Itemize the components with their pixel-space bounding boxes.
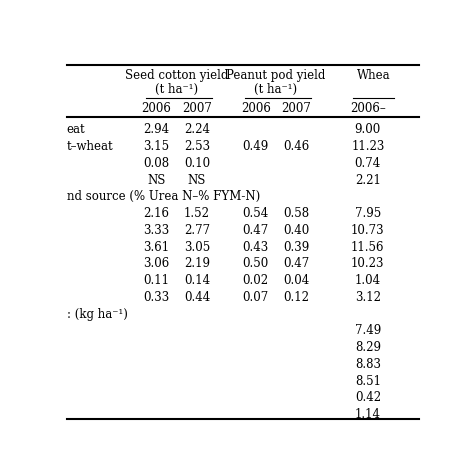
Text: 2007: 2007 xyxy=(182,102,212,115)
Text: 1.52: 1.52 xyxy=(184,207,210,220)
Text: 2.21: 2.21 xyxy=(355,173,381,187)
Text: 2.94: 2.94 xyxy=(144,123,170,137)
Text: eat: eat xyxy=(66,123,85,137)
Text: (t ha⁻¹): (t ha⁻¹) xyxy=(155,82,198,95)
Text: t–wheat: t–wheat xyxy=(66,140,113,153)
Text: 0.49: 0.49 xyxy=(243,140,269,153)
Text: 2.24: 2.24 xyxy=(184,123,210,137)
Text: 8.83: 8.83 xyxy=(355,358,381,371)
Text: 7.95: 7.95 xyxy=(355,207,381,220)
Text: 1.14: 1.14 xyxy=(355,408,381,421)
Text: 8.51: 8.51 xyxy=(355,374,381,388)
Text: 0.46: 0.46 xyxy=(283,140,310,153)
Text: 0.12: 0.12 xyxy=(283,291,309,304)
Text: (t ha⁻¹): (t ha⁻¹) xyxy=(255,82,298,95)
Text: NS: NS xyxy=(188,173,206,187)
Text: 2.16: 2.16 xyxy=(144,207,170,220)
Text: 1.04: 1.04 xyxy=(355,274,381,287)
Text: 3.06: 3.06 xyxy=(144,257,170,270)
Text: 0.54: 0.54 xyxy=(243,207,269,220)
Text: 0.40: 0.40 xyxy=(283,224,310,237)
Text: 0.42: 0.42 xyxy=(355,392,381,404)
Text: 2007: 2007 xyxy=(281,102,311,115)
Text: Seed cotton yield: Seed cotton yield xyxy=(125,69,228,82)
Text: 3.33: 3.33 xyxy=(144,224,170,237)
Text: 3.12: 3.12 xyxy=(355,291,381,304)
Text: 11.56: 11.56 xyxy=(351,241,384,254)
Text: 0.47: 0.47 xyxy=(243,224,269,237)
Text: 3.61: 3.61 xyxy=(144,241,170,254)
Text: 0.11: 0.11 xyxy=(144,274,170,287)
Text: 2006: 2006 xyxy=(241,102,271,115)
Text: 2006: 2006 xyxy=(142,102,172,115)
Text: 3.05: 3.05 xyxy=(184,241,210,254)
Text: : (kg ha⁻¹): : (kg ha⁻¹) xyxy=(66,308,128,320)
Text: 2006–: 2006– xyxy=(350,102,386,115)
Text: 2.53: 2.53 xyxy=(184,140,210,153)
Text: 2.19: 2.19 xyxy=(184,257,210,270)
Text: 0.58: 0.58 xyxy=(283,207,309,220)
Text: 0.04: 0.04 xyxy=(283,274,310,287)
Text: 0.47: 0.47 xyxy=(283,257,310,270)
Text: 7.49: 7.49 xyxy=(355,324,381,337)
Text: NS: NS xyxy=(147,173,166,187)
Text: 9.00: 9.00 xyxy=(355,123,381,137)
Text: 0.74: 0.74 xyxy=(355,157,381,170)
Text: 3.15: 3.15 xyxy=(144,140,170,153)
Text: 10.73: 10.73 xyxy=(351,224,384,237)
Text: 0.33: 0.33 xyxy=(144,291,170,304)
Text: 0.10: 0.10 xyxy=(184,157,210,170)
Text: 11.23: 11.23 xyxy=(351,140,384,153)
Text: 2.77: 2.77 xyxy=(184,224,210,237)
Text: 0.43: 0.43 xyxy=(243,241,269,254)
Text: nd source (% Urea N–% FYM-N): nd source (% Urea N–% FYM-N) xyxy=(66,191,260,203)
Text: 0.50: 0.50 xyxy=(243,257,269,270)
Text: 0.07: 0.07 xyxy=(243,291,269,304)
Text: Whea: Whea xyxy=(356,69,390,82)
Text: 10.23: 10.23 xyxy=(351,257,384,270)
Text: 0.02: 0.02 xyxy=(243,274,269,287)
Text: 0.14: 0.14 xyxy=(184,274,210,287)
Text: 0.44: 0.44 xyxy=(184,291,210,304)
Text: 0.39: 0.39 xyxy=(283,241,310,254)
Text: Peanut pod yield: Peanut pod yield xyxy=(226,69,326,82)
Text: 0.08: 0.08 xyxy=(144,157,170,170)
Text: 8.29: 8.29 xyxy=(355,341,381,354)
